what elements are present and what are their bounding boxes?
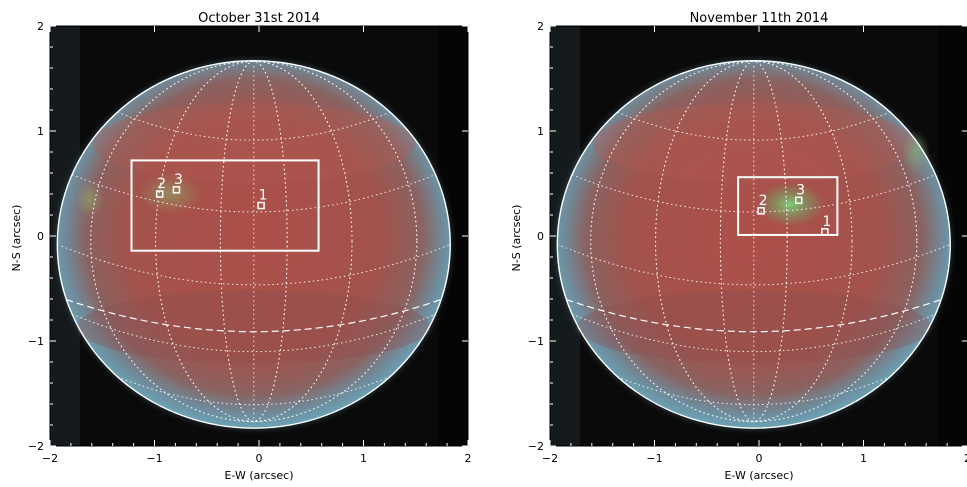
limb-feature — [75, 181, 104, 218]
x-tick-label: −1 — [146, 452, 162, 465]
x-tick-label: 1 — [860, 452, 867, 465]
latitude-line — [57, 243, 451, 286]
x-tick-label: −1 — [646, 452, 662, 465]
x-tick-label: −2 — [542, 452, 558, 465]
longitude-line — [590, 60, 918, 422]
x-tick-label: 2 — [964, 452, 967, 465]
y-axis-label: N-S (arcsec) — [510, 205, 523, 272]
south-band — [576, 290, 931, 364]
latitude-line — [617, 111, 891, 141]
marker-label-1: 1 — [822, 214, 831, 230]
latitude-line — [557, 243, 951, 286]
longitude-line — [719, 60, 788, 422]
axes: −2 −1 0 1 2 −2 −1 0 1 2 — [528, 20, 967, 465]
x-axis-label: E-W (arcsec) — [724, 469, 793, 482]
y-tick-label: 0 — [537, 230, 544, 243]
y-tick-label: −2 — [28, 440, 44, 453]
panel-november: November 11th 2014 N-S (arcsec) E-W (arc… — [510, 11, 967, 482]
panel-title: October 31st 2014 — [198, 11, 320, 26]
axes: −2 −1 0 1 2 −2 −1 0 1 2 — [28, 20, 472, 465]
marker-1 — [257, 201, 265, 210]
x-tick-label: 0 — [756, 452, 763, 465]
longitude-line — [655, 60, 853, 422]
y-tick-label: 1 — [537, 125, 544, 138]
longitude-line — [219, 60, 288, 422]
limb-feature — [901, 130, 930, 174]
marker-label-2: 2 — [157, 176, 166, 192]
y-tick-label: 2 — [537, 20, 544, 33]
x-tick-label: 0 — [256, 452, 263, 465]
x-tick-label: 1 — [360, 452, 367, 465]
bright-spot-feature — [138, 174, 203, 214]
region-box — [130, 159, 320, 252]
panel-title: November 11th 2014 — [690, 11, 829, 26]
plot-area: 1 2 3 −2 −1 0 1 2 −2 −1 0 1 2 — [528, 20, 967, 465]
y-tick-label: 2 — [37, 20, 44, 33]
graticule — [56, 59, 451, 429]
marker-2 — [155, 190, 164, 198]
y-tick-label: 0 — [37, 230, 44, 243]
x-axis-label: E-W (arcsec) — [224, 469, 293, 482]
planet-disk — [57, 60, 451, 429]
marker-3 — [172, 186, 181, 194]
south-band — [76, 290, 431, 364]
planet-disk — [557, 60, 951, 429]
marker-label-3: 3 — [174, 172, 183, 188]
y-tick-label: −1 — [28, 335, 44, 348]
disk-outline — [556, 59, 951, 429]
marker-2 — [757, 207, 765, 215]
latitude-line — [117, 111, 391, 141]
longitude-line — [155, 60, 353, 422]
y-tick-label: 1 — [37, 125, 44, 138]
marker-label-2: 2 — [759, 193, 768, 209]
y-axis-label: N-S (arcsec) — [10, 205, 23, 272]
marker-label-3: 3 — [796, 182, 805, 198]
x-tick-label: 2 — [465, 452, 472, 465]
marker-3 — [794, 196, 803, 205]
y-tick-label: −1 — [528, 335, 544, 348]
region-box — [737, 176, 839, 236]
graticule — [556, 59, 951, 429]
panel-october: October 31st 2014 N-S (arcsec) E-W (arcs… — [10, 11, 472, 482]
marker-1 — [821, 228, 829, 236]
disk-outline — [56, 59, 451, 429]
x-tick-label: −2 — [42, 452, 58, 465]
planet-disk-layer — [551, 54, 957, 435]
bright-spot-feature — [756, 182, 825, 227]
marker-label-1: 1 — [259, 188, 268, 204]
region-overlay: 1 2 3 — [737, 176, 839, 236]
longitude-line — [90, 60, 418, 422]
y-tick-label: −2 — [528, 440, 544, 453]
